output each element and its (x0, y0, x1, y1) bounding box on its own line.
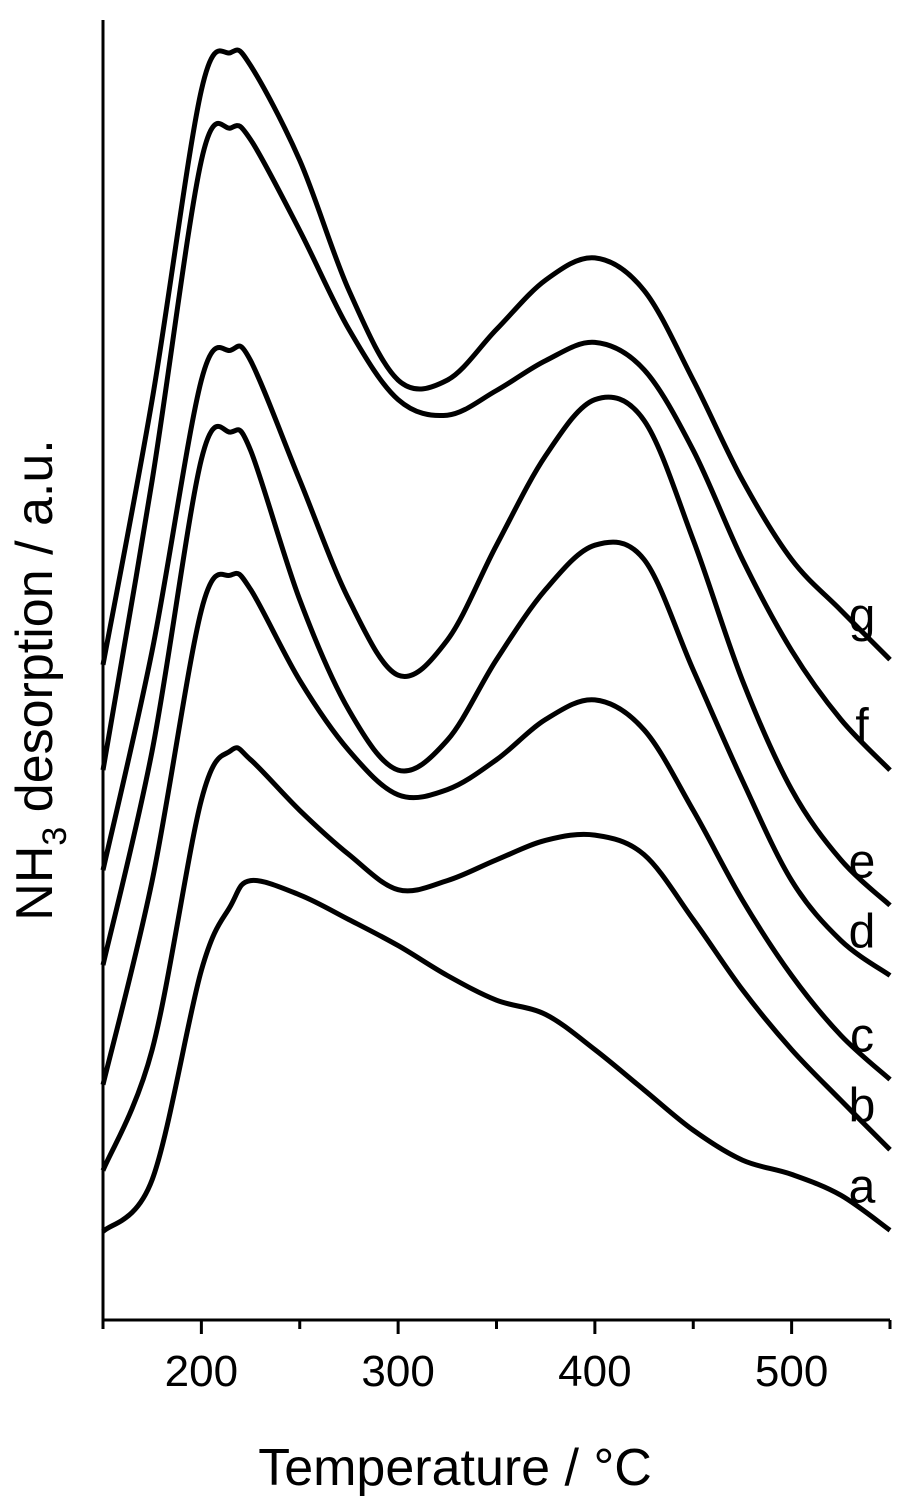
series-line (101, 877, 892, 1234)
series-line (100, 745, 892, 1172)
series-line (100, 120, 892, 772)
series-line (100, 570, 892, 1086)
x-tick-label: 300 (361, 1347, 434, 1396)
series-label: a (849, 1160, 876, 1213)
x-tick-label: 400 (558, 1347, 631, 1396)
y-axis-title: NH3 desorption / a.u. (6, 439, 74, 920)
series-label: g (849, 590, 876, 643)
series-line (100, 423, 892, 978)
series-label: f (855, 700, 869, 753)
series-label: c (850, 1010, 874, 1063)
series-label: e (849, 835, 876, 888)
x-axis-title: Temperature / °C (258, 1439, 652, 1497)
series-line (100, 47, 892, 666)
series-line (100, 343, 892, 908)
series-label: d (849, 906, 876, 959)
series-label: b (849, 1080, 876, 1133)
x-tick-label: 200 (165, 1347, 238, 1396)
x-tick-label: 500 (755, 1347, 828, 1396)
